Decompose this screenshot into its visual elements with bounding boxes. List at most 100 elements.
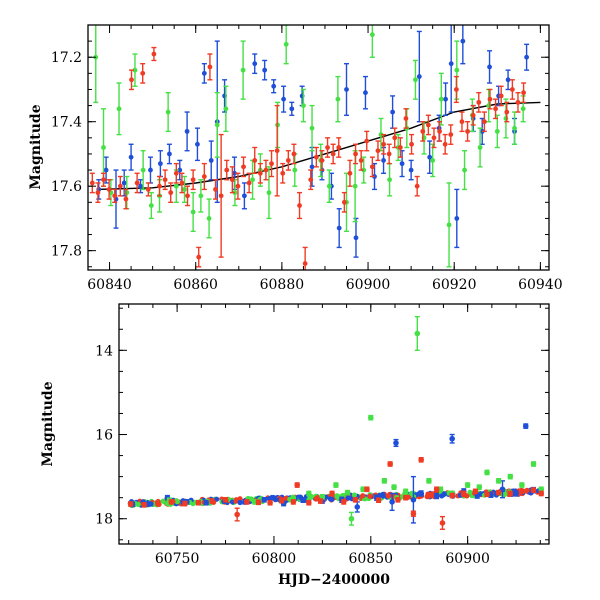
top-point-red	[498, 93, 504, 99]
top-point-red	[157, 183, 162, 189]
bottom-band-point	[233, 498, 239, 504]
top-ticks: 60840 60860 60880 60900 60920 60940 17.2 17.4 17…	[51, 24, 563, 293]
bottom-point-red	[209, 498, 215, 504]
bottom-point-red	[329, 490, 335, 497]
bottom-point-red	[410, 510, 417, 517]
bottom-point-red	[168, 499, 175, 505]
top-y-tick-label: 17.2	[51, 50, 82, 66]
top-point-blue	[208, 157, 214, 163]
top-point-red	[325, 145, 330, 150]
top-point-blue	[184, 128, 190, 134]
top-point-blue	[454, 216, 460, 221]
top-point-red	[364, 138, 370, 144]
top-point-green	[198, 193, 204, 199]
bottom-axis-frame	[118, 303, 550, 545]
bottom-x-axis-label: HJD−2400000	[278, 572, 390, 588]
top-y-tick-label: 17.6	[51, 179, 82, 195]
top-point-red	[95, 190, 101, 196]
top-point-blue	[460, 38, 466, 44]
top-point-green	[430, 157, 436, 163]
top-point-green	[148, 203, 154, 208]
top-point-blue	[177, 167, 183, 173]
top-point-red	[347, 170, 353, 176]
top-point-blue	[128, 154, 134, 160]
bottom-band-point	[237, 499, 243, 506]
top-point-red	[179, 180, 185, 186]
top-point-red	[246, 180, 252, 186]
bottom-point-red	[255, 499, 262, 506]
top-point-green	[361, 167, 367, 173]
top-point-red	[381, 141, 386, 147]
top-plot-area	[89, 25, 541, 270]
top-point-green	[378, 132, 384, 138]
top-point-red	[291, 151, 297, 157]
top-point-blue	[416, 74, 422, 79]
bottom-point-green	[344, 489, 351, 496]
bottom-point-blue	[393, 440, 399, 446]
top-point-red	[302, 261, 308, 266]
top-series-group	[89, 25, 530, 270]
bottom-y-tick-label: 18	[95, 512, 113, 528]
bottom-point-red	[222, 496, 229, 503]
top-point-red	[129, 77, 134, 83]
top-point-blue	[281, 96, 287, 102]
top-point-blue	[390, 109, 396, 115]
bottom-band-point	[439, 493, 445, 499]
bottom-point-red	[395, 496, 401, 503]
top-point-blue	[201, 70, 207, 76]
top-point-green	[101, 145, 106, 150]
top-point-red	[280, 170, 286, 176]
top-point-red	[437, 128, 442, 134]
top-point-blue	[427, 154, 433, 160]
bottom-point-green	[381, 478, 388, 484]
top-point-green	[520, 106, 526, 112]
bottom-point-blue	[433, 493, 440, 499]
bottom-point-green	[414, 330, 421, 337]
top-axis-frame	[87, 24, 550, 271]
top-point-red	[409, 141, 414, 147]
bottom-band-point	[351, 492, 357, 498]
top-point-red	[112, 193, 118, 199]
top-point-blue	[157, 161, 163, 167]
bottom-point-green	[391, 484, 397, 490]
bottom-point-red	[317, 498, 324, 504]
bottom-point-red	[418, 456, 424, 463]
bottom-point-blue	[389, 499, 395, 505]
top-point-red	[386, 151, 392, 157]
bottom-point-red	[195, 499, 202, 506]
top-point-blue	[138, 183, 143, 189]
top-point-blue	[121, 180, 127, 186]
top-point-red	[319, 157, 325, 163]
bottom-point-green	[306, 490, 312, 497]
bottom-point-green	[538, 486, 545, 493]
top-point-green	[266, 190, 272, 196]
bottom-band-point	[329, 496, 335, 503]
top-point-red	[263, 167, 269, 173]
bottom-y-tick-label: 16	[95, 428, 113, 444]
top-point-green	[309, 125, 315, 131]
bottom-point-red	[538, 490, 545, 497]
bottom-point-red	[244, 499, 250, 505]
top-point-red	[134, 180, 140, 186]
bottom-point-red	[234, 511, 240, 518]
top-point-red	[185, 193, 190, 199]
top-point-green	[190, 209, 196, 215]
top-point-blue	[443, 96, 448, 102]
top-point-red	[269, 161, 274, 167]
top-point-red	[252, 157, 258, 163]
top-point-blue	[241, 193, 247, 199]
bottom-point-red	[154, 500, 161, 506]
top-point-green	[140, 167, 146, 173]
bottom-panel: 60750 60800 60850 60900 14 16 18 Magnitude HJD…	[40, 303, 550, 588]
bottom-point-green	[437, 486, 444, 493]
top-point-green	[165, 109, 171, 115]
bottom-point-green	[530, 461, 537, 467]
top-point-green	[477, 145, 483, 150]
top-point-red	[229, 177, 235, 183]
bottom-point-red	[364, 486, 370, 493]
bottom-point-red	[278, 497, 285, 504]
bottom-x-tick-label: 60850	[349, 551, 394, 567]
top-point-red	[274, 148, 280, 154]
bottom-point-red	[495, 489, 502, 496]
top-point-red	[241, 164, 246, 170]
